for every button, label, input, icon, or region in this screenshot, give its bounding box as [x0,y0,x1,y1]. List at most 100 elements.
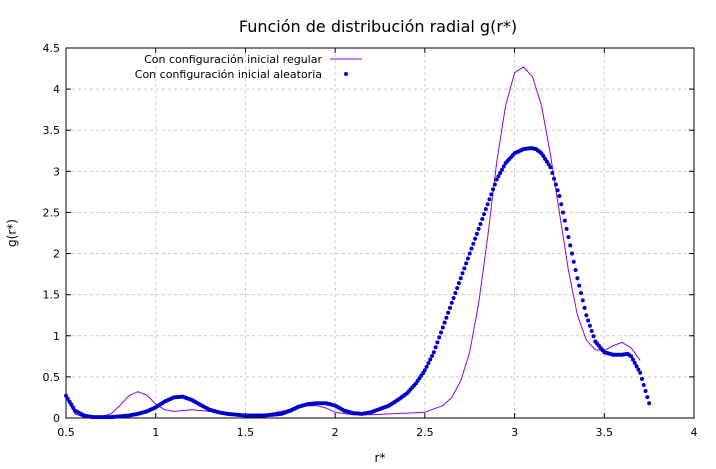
interp-point-aleatoria [571,259,576,264]
data-point-regular [487,237,488,238]
interp-point-aleatoria [643,389,648,394]
data-point-aleatoria [566,235,571,240]
data-point-regular [595,349,596,350]
data-point-regular [389,413,390,414]
legend-swatch-aleatoria [344,72,348,76]
x-tick-label: 1.5 [237,426,255,439]
interp-point-aleatoria [555,188,560,193]
data-point-regular [541,105,542,106]
data-point-regular [469,352,470,353]
x-axis-label: r* [375,451,386,465]
data-point-regular [326,408,327,409]
interp-point-aleatoria [482,212,487,217]
interp-point-aleatoria [491,187,496,192]
y-tick-label: 4.5 [43,42,61,55]
interp-point-aleatoria [552,176,557,181]
interp-point-aleatoria [471,241,476,246]
x-tick-label: 3 [511,426,518,439]
series-line-regular [65,66,641,418]
interp-point-aleatoria [550,170,555,175]
data-point-regular [281,411,282,412]
data-point-aleatoria [440,325,445,330]
interp-point-aleatoria [444,315,449,320]
interp-point-aleatoria [641,382,646,387]
data-point-regular [442,405,443,406]
interp-point-aleatoria [460,271,465,276]
interp-point-aleatoria [455,286,460,291]
interp-point-aleatoria [553,182,558,187]
interp-point-aleatoria [573,268,578,272]
data-point-regular [164,409,165,410]
data-point-regular [478,302,479,303]
x-tick-label: 3.5 [596,426,614,439]
data-point-aleatoria [584,313,589,318]
y-tick-labels: 0 0.5 1 1.5 2 2.5 3 3.5 4 4.5 [43,42,61,425]
interp-point-aleatoria [586,318,591,323]
plot-area [65,47,695,419]
chart-series [64,66,652,420]
data-point-regular [110,413,111,414]
interp-point-aleatoria [426,361,431,366]
data-point-aleatoria [431,350,436,355]
interp-point-aleatoria [568,243,573,248]
data-point-regular [182,410,183,411]
data-point-regular [586,339,587,340]
interp-point-aleatoria [456,281,461,286]
interp-point-aleatoria [424,364,429,369]
data-point-regular [622,342,623,343]
interp-point-aleatoria [428,357,433,362]
data-point-regular [559,212,560,213]
interp-point-aleatoria [474,231,479,236]
data-point-regular [640,360,641,361]
interp-point-aleatoria [561,210,566,215]
data-point-regular [460,381,461,382]
data-point-regular [514,72,515,73]
y-tick-label: 2 [53,248,60,261]
data-point-regular [128,395,129,396]
data-point-aleatoria [638,370,643,375]
interp-point-aleatoria [464,261,469,266]
data-point-regular [407,413,408,414]
interp-point-aleatoria [639,376,644,381]
interp-point-aleatoria [435,340,440,345]
data-point-aleatoria [629,354,634,359]
data-point-regular [424,412,425,413]
interp-point-aleatoria [447,305,452,310]
data-point-aleatoria [449,300,454,305]
data-point-regular [191,409,192,410]
interp-point-aleatoria [630,357,635,362]
interp-point-aleatoria [589,329,594,334]
interp-point-aleatoria [496,174,501,179]
data-point-aleatoria [64,393,68,398]
interp-point-aleatoria [501,164,506,169]
y-tick-label: 0.5 [43,371,61,384]
y-tick-label: 1 [53,330,60,343]
interp-point-aleatoria [578,291,583,296]
data-point-regular [119,405,120,406]
data-point-aleatoria [575,276,580,281]
data-point-regular [317,405,318,406]
interp-point-aleatoria [65,396,70,401]
x-tick-label: 1 [152,426,159,439]
data-point-regular [532,76,533,77]
interp-point-aleatoria [587,323,592,328]
interp-point-aleatoria [478,221,483,226]
data-point-aleatoria [494,177,499,182]
interp-point-aleatoria [437,335,442,340]
data-point-aleatoria [467,251,472,256]
data-point-aleatoria [548,165,553,170]
data-point-regular [577,315,578,316]
grid-lines [66,48,694,418]
interp-point-aleatoria [634,364,639,369]
y-tick-label: 2.5 [43,206,61,219]
interp-point-aleatoria [433,345,438,350]
data-point-regular [155,404,156,405]
interp-point-aleatoria [632,360,637,365]
y-axis-label: g(r*) [5,219,19,247]
interp-point-aleatoria [430,353,435,358]
data-point-regular [173,411,174,412]
interp-point-aleatoria [562,218,567,223]
legend-label-regular: Con configuración inicial regular [144,53,322,66]
interp-point-aleatoria [577,283,582,288]
